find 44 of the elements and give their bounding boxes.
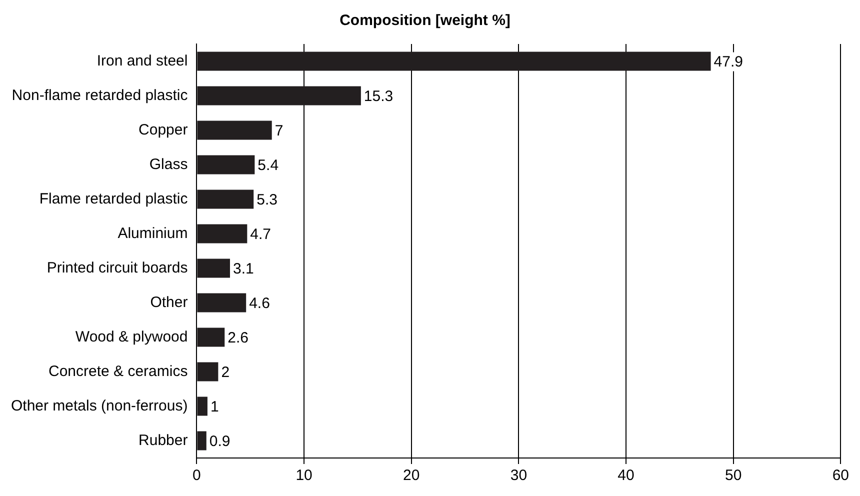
data-label: 4.7 [250,226,272,243]
bar [197,120,272,140]
y-tick-label: Flame retarded plastic [39,190,188,208]
data-label: 2.6 [228,329,248,346]
bar [197,431,206,450]
y-tick-label: Aluminium [118,224,188,242]
y-tick-label: Printed circuit boards [46,259,188,276]
y-tick-label: Iron and steel [96,52,188,70]
data-label: 15.3 [364,88,394,105]
bar [197,258,230,278]
data-label: 2 [221,364,230,381]
chart-title: Composition [weight %] [340,12,510,30]
bar [197,362,218,382]
data-label: 7 [274,122,284,140]
bar [197,86,361,106]
y-tick-label: Copper [138,121,188,138]
data-label: 0.9 [209,432,230,450]
x-tick-label: 0 [192,467,201,484]
bar [197,52,711,71]
data-label: 5.4 [258,156,279,174]
x-tick-label: 40 [618,467,634,484]
bar [197,328,225,347]
y-tick-label: Concrete & ceramics [48,362,188,380]
data-label: 47.9 [714,53,743,70]
y-tick-label: Glass [149,156,188,173]
x-tick-label: 50 [724,467,742,484]
y-tick-label: Other metals (non-ferrous) [10,397,188,414]
bar [197,224,248,244]
x-tick-label: 20 [403,467,420,484]
bar [197,190,254,209]
y-tick-label: Non-flame retarded plastic [12,86,188,104]
bar [197,293,246,312]
x-tick-label: 10 [296,467,312,484]
bar [197,396,208,416]
y-tick-label: Rubber [138,432,188,449]
data-label: 4.6 [249,294,270,312]
data-label: 5.3 [256,191,278,208]
y-tick-label: Other [150,294,188,311]
y-tick-label: Wood & plywood [75,328,188,346]
x-tick-label: 30 [510,467,528,484]
data-label: 3.1 [232,260,254,278]
x-tick-label: 60 [832,467,849,484]
bar [197,155,255,174]
data-label: 1 [210,398,219,416]
